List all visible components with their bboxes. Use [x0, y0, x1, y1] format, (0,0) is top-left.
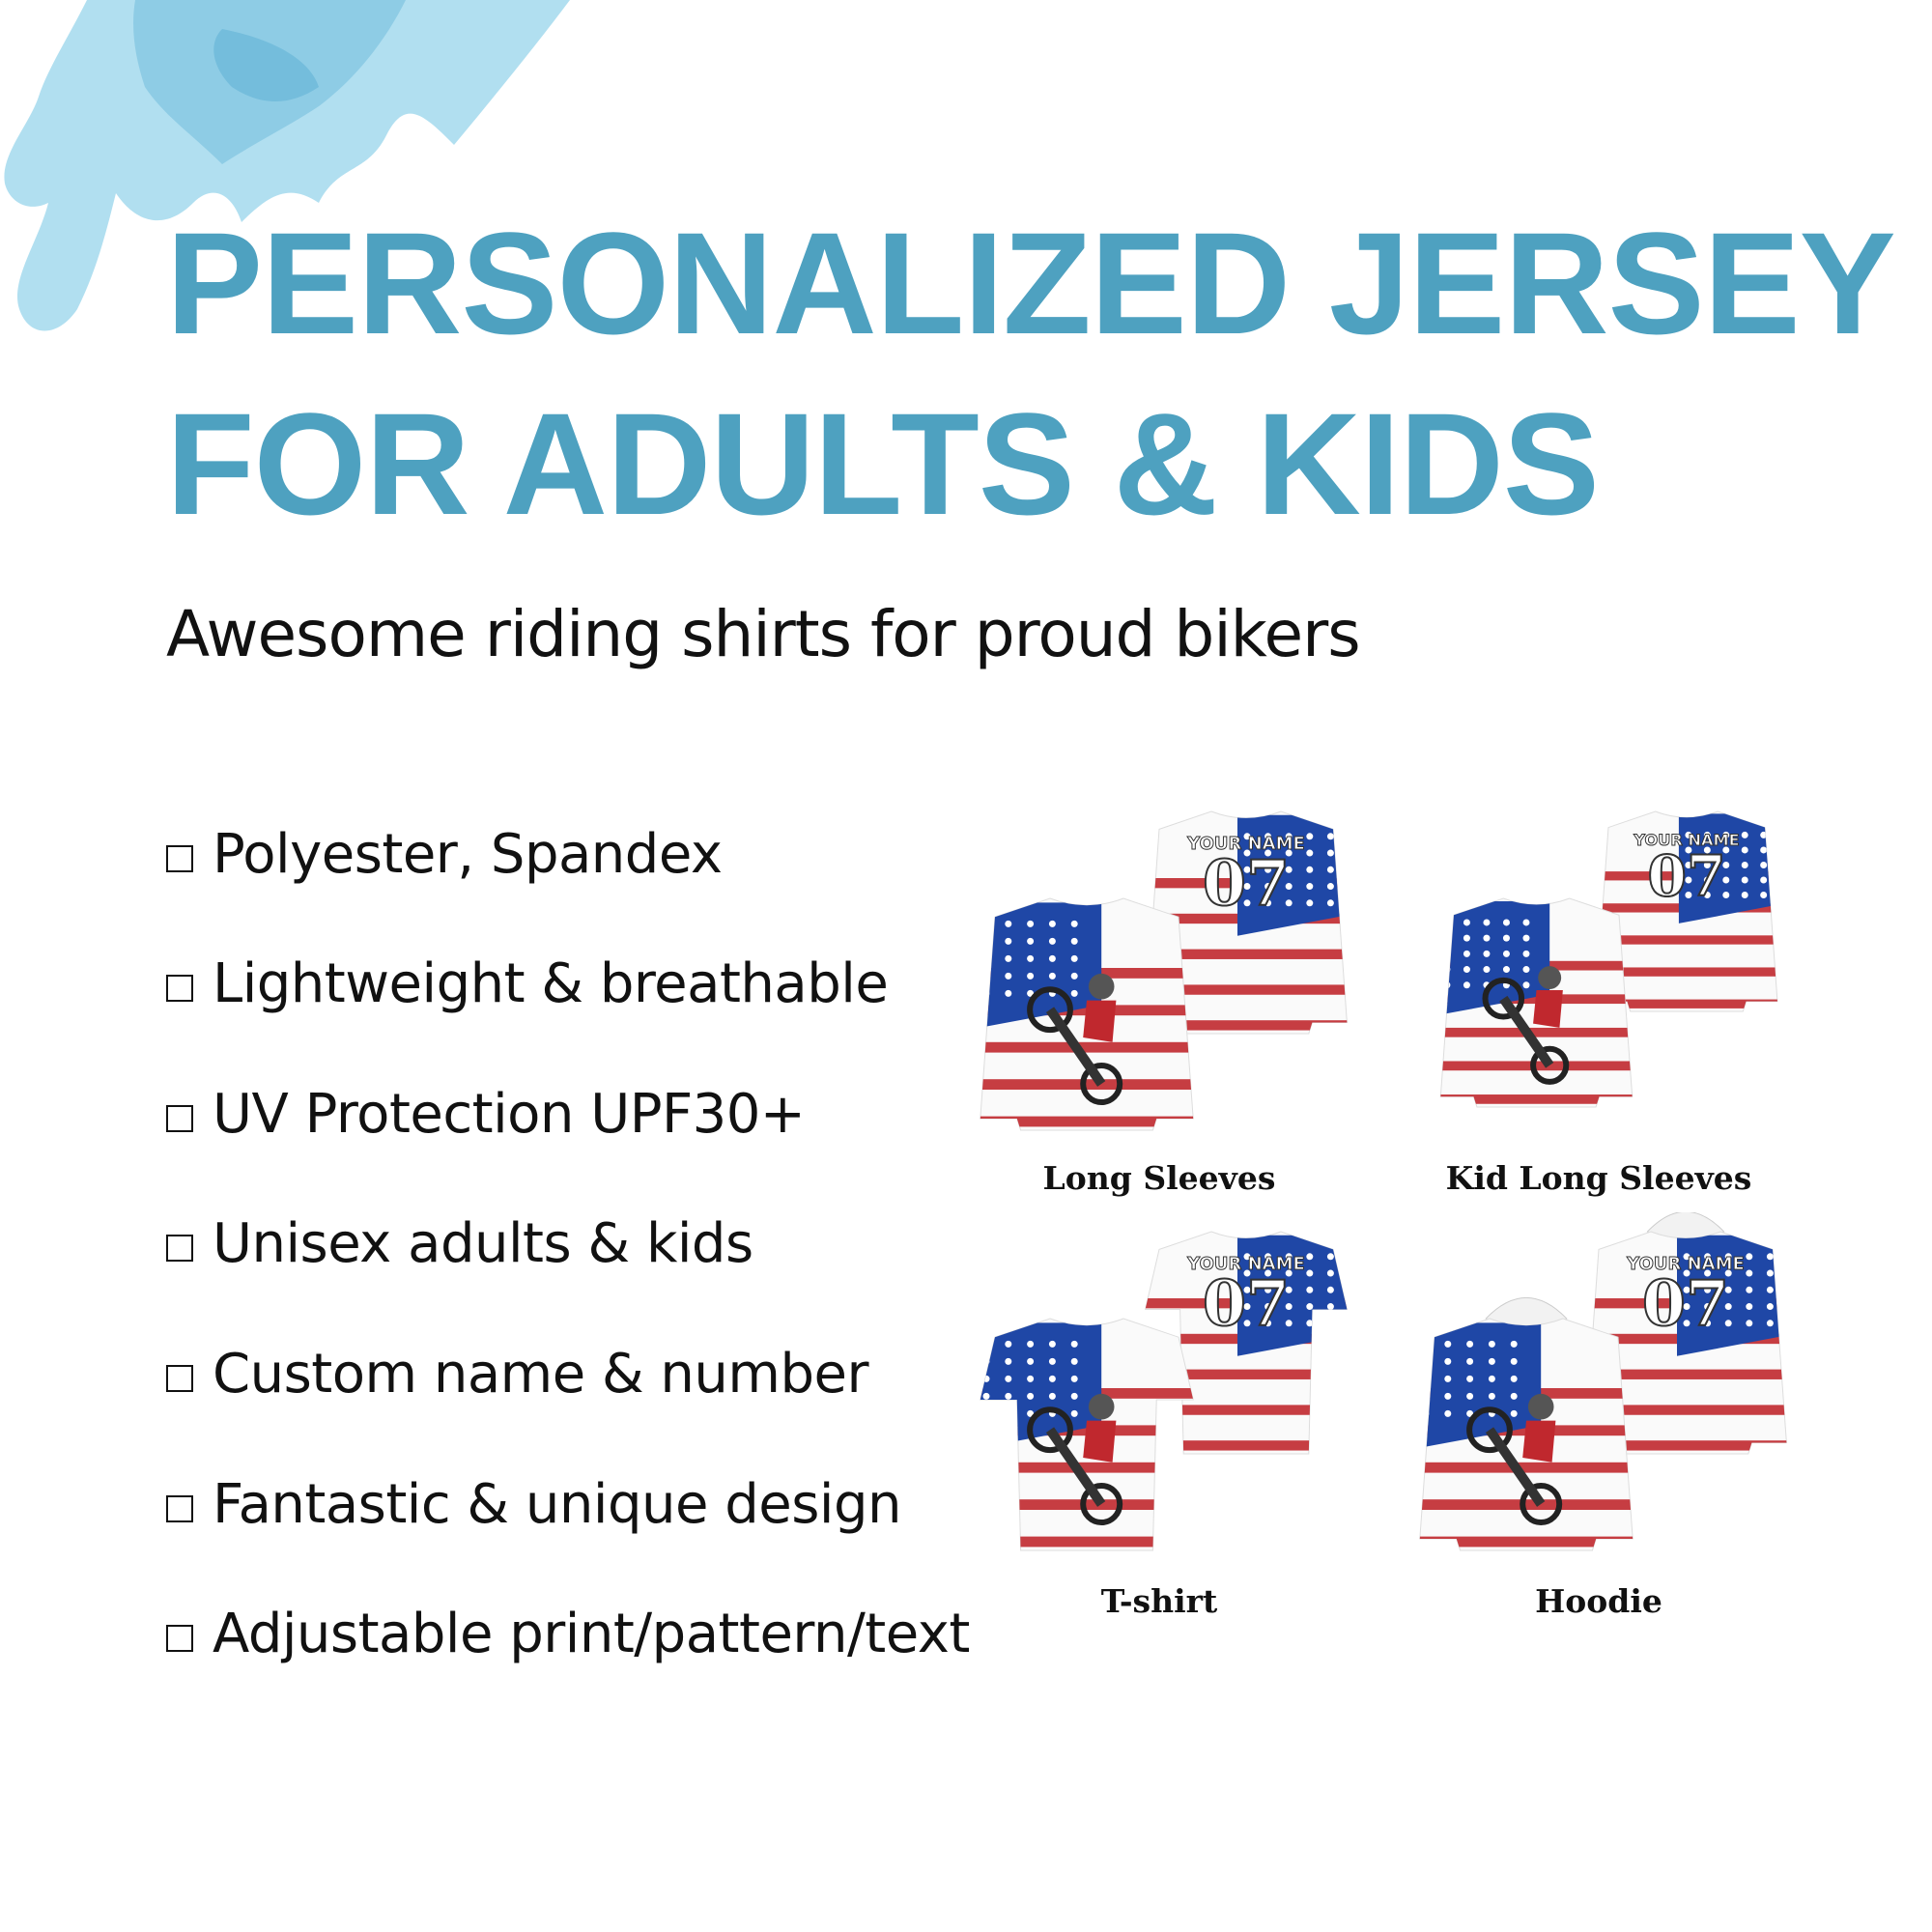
feature-text: Unisex adults & kids [213, 1212, 753, 1275]
checkbox-square-icon [166, 974, 193, 1002]
jersey-number-print: 07 [1203, 847, 1290, 921]
product-label: Kid Long Sleeves [1445, 1159, 1752, 1197]
product-label: Long Sleeves [1042, 1159, 1276, 1197]
feature-text: Adjustable print/pattern/text [213, 1603, 970, 1665]
product-label: T-shirt [1100, 1582, 1218, 1620]
feature-item: Polyester, Spandex [166, 823, 723, 886]
jersey-front [1439, 897, 1634, 1108]
page-title-line-1: PERSONALIZED JERSEY [166, 202, 1896, 364]
checkbox-square-icon [166, 844, 193, 872]
feature-item: Adjustable print/pattern/text [166, 1603, 970, 1665]
feature-text: Fantastic & unique design [213, 1473, 902, 1536]
product-label: Hoodie [1535, 1582, 1662, 1620]
motocross-rider-graphic [1466, 1393, 1563, 1525]
watercolor-splash-decoration [4, 0, 571, 331]
feature-item: UV Protection UPF30+ [166, 1083, 806, 1146]
product-card-t-shirt: YOUR NAME 07 T-shirt [966, 1212, 1352, 1620]
feature-item: Custom name & number [166, 1343, 868, 1406]
feature-text: Polyester, Spandex [213, 823, 723, 886]
checkbox-square-icon [166, 1104, 193, 1132]
page-subtitle: Awesome riding shirts for proud bikers [166, 597, 1361, 671]
jersey-front [980, 1318, 1194, 1551]
jersey-number-print: 07 [1203, 1267, 1290, 1341]
motocross-rider-graphic [1027, 973, 1123, 1105]
motocross-rider-graphic [1027, 1393, 1123, 1525]
product-card-hoodie: YOUR NAME 07 Hoodie [1406, 1212, 1792, 1620]
jersey-name-print: YOUR NAME [1626, 1254, 1745, 1274]
jersey-front [980, 897, 1194, 1131]
motocross-rider-graphic [1482, 966, 1570, 1085]
jersey-number-print: 07 [1647, 842, 1725, 909]
feature-text: Custom name & number [213, 1343, 868, 1406]
page-title-line-2: FOR ADULTS & KIDS [166, 383, 1600, 545]
long-sleeve-jersey-image: YOUR NAME 07 [980, 810, 1348, 1131]
t-shirt-jersey-image: YOUR NAME 07 [980, 1231, 1349, 1551]
jersey-name-print: YOUR NAME [1633, 831, 1739, 849]
product-card-long-sleeve: YOUR NAME 07 Long Sleeves [966, 792, 1352, 1197]
feature-item: Fantastic & unique design [166, 1473, 902, 1536]
product-card-kid-long-sleeve: YOUR NAME 07 Kid Long Sleeves [1406, 792, 1792, 1197]
kid-long-sleeve-jersey-image: YOUR NAME 07 [1439, 810, 1778, 1108]
jersey-back: YOUR NAME 07 [1595, 810, 1778, 1012]
jersey-back: YOUR NAME 07 [1145, 810, 1348, 1035]
feature-item: Lightweight & breathable [166, 952, 889, 1015]
feature-text: UV Protection UPF30+ [213, 1083, 806, 1146]
checkbox-square-icon [166, 1364, 193, 1392]
jersey-back: YOUR NAME 07 [1584, 1212, 1787, 1455]
jersey-number-print: 07 [1642, 1267, 1729, 1341]
hoodie-jersey-image: YOUR NAME 07 [1419, 1212, 1787, 1551]
feature-text: Lightweight & breathable [213, 952, 889, 1015]
jersey-name-print: YOUR NAME [1186, 834, 1305, 854]
checkbox-square-icon [166, 1234, 193, 1262]
checkbox-square-icon [166, 1624, 193, 1652]
jersey-front [1419, 1297, 1634, 1551]
feature-item: Unisex adults & kids [166, 1212, 753, 1275]
checkbox-square-icon [166, 1494, 193, 1522]
jersey-name-print: YOUR NAME [1186, 1254, 1305, 1274]
